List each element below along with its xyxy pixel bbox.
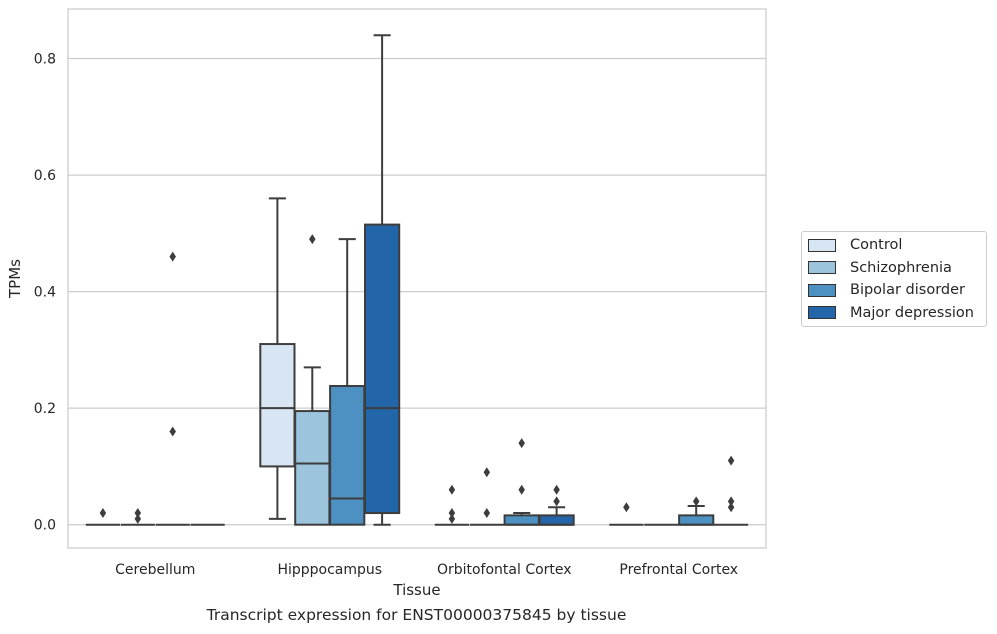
box-2-1 (469, 467, 504, 526)
outlier-point (553, 484, 560, 495)
box-body (363, 223, 401, 515)
box-2-0 (434, 484, 470, 526)
box-body (259, 343, 296, 468)
box-3-0 (609, 502, 644, 526)
box-body (294, 410, 331, 526)
box-body (538, 514, 575, 526)
box-3-2 (678, 496, 715, 526)
box-0-2 (155, 251, 190, 526)
legend-item: Major depression (808, 303, 974, 323)
box-body (329, 385, 366, 526)
outlier-point (169, 426, 176, 437)
box-1-0 (259, 197, 296, 520)
box-1-2 (329, 238, 366, 526)
outlier-point (727, 502, 735, 513)
legend-item: Schizophrenia (808, 258, 952, 278)
boxes (85, 34, 749, 526)
y-tick-label: 0.0 (34, 518, 56, 534)
box-1-3 (363, 34, 401, 526)
legend-swatch (808, 306, 836, 319)
outlier-point (483, 508, 491, 519)
x-tick-labels: Cerebellum Hipppocampus Orbitofontal Corte… (115, 562, 738, 578)
box-body (503, 514, 540, 526)
box-3-3 (713, 455, 749, 526)
outlier-point (169, 251, 176, 262)
outlier-point (448, 513, 456, 524)
outlier-point (448, 508, 456, 519)
outlier-point (553, 496, 560, 507)
y-tick-labels: 0.0 0.2 0.4 0.6 0.8 (34, 52, 56, 534)
legend-label: Major depression (850, 304, 974, 321)
x-tick-label: Prefrontal Cortex (619, 562, 738, 578)
y-tick-label: 0.6 (34, 168, 56, 184)
box-1-1 (294, 234, 331, 526)
box-body (678, 514, 715, 526)
outlier-point (134, 508, 142, 519)
outlier-point (309, 234, 316, 245)
legend-label: Schizophrenia (850, 259, 952, 276)
chart-caption: Transcript expression for ENST0000037584… (206, 606, 627, 624)
box-2-2 (503, 438, 540, 526)
gridlines (68, 57, 766, 526)
legend: Control Schizophrenia Bipolar disorder Majo… (801, 231, 987, 327)
y-tick-label: 0.2 (34, 401, 56, 417)
outlier-point (134, 513, 142, 524)
legend-swatch (808, 238, 836, 252)
outlier-point (727, 455, 735, 466)
legend-label: Control (850, 237, 903, 253)
y-tick-label: 0.4 (34, 285, 56, 301)
y-tick-label: 0.8 (34, 52, 56, 68)
legend-item: Bipolar disorder (808, 280, 965, 300)
outlier-point (99, 508, 107, 519)
y-axis-label: TPMs (6, 259, 24, 299)
x-tick-label: Hipppocampus (277, 562, 382, 578)
box-2-3 (538, 484, 575, 526)
box-0-0 (85, 508, 121, 526)
legend-item: Control (808, 235, 902, 255)
legend-swatch (808, 261, 836, 274)
legend-swatch (808, 283, 836, 297)
outlier-point (518, 484, 525, 495)
x-axis-label: Tissue (392, 581, 440, 599)
box-0-1 (120, 508, 155, 526)
outlier-point (623, 502, 630, 513)
outlier-point (518, 438, 525, 449)
x-tick-label: Orbitofontal Cortex (437, 562, 572, 578)
legend-label: Bipolar disorder (850, 282, 965, 298)
x-tick-label: Cerebellum (115, 562, 195, 578)
outlier-point (692, 496, 700, 507)
outlier-point (483, 467, 491, 478)
outlier-point (727, 496, 735, 507)
plot-frame (67, 8, 767, 549)
outlier-point (448, 484, 456, 495)
